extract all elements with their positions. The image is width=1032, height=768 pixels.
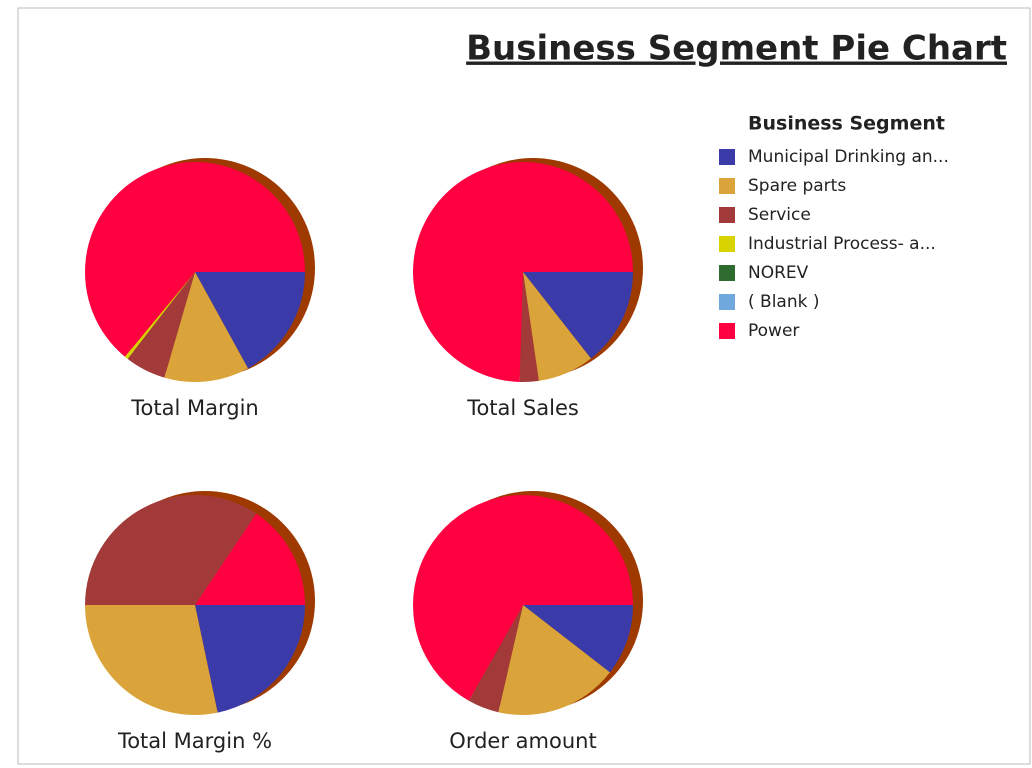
- legend-label: NOREV: [748, 263, 809, 283]
- pie-slice: [85, 495, 257, 605]
- pie-title: Order amount: [449, 729, 596, 753]
- legend-swatch: [719, 178, 735, 194]
- pie-slice: [523, 272, 633, 359]
- pie-slice: [519, 272, 539, 382]
- pie-title: Total Sales: [466, 396, 579, 420]
- legend-swatch: [719, 294, 735, 310]
- legend-swatch: [719, 265, 735, 281]
- pie-slice: [127, 272, 195, 378]
- legend-label: ( Blank ): [748, 292, 820, 312]
- page-title: Business Segment Pie Chart: [466, 29, 1007, 69]
- pie-slice: [164, 272, 248, 383]
- pie-slice: [523, 605, 633, 673]
- legend-label: Spare parts: [748, 176, 846, 196]
- pie-slice: [468, 605, 523, 713]
- legend-swatch: [719, 323, 735, 339]
- pie-slice: [124, 272, 195, 359]
- pie-title: Total Margin %: [117, 729, 272, 753]
- pie-slice: [195, 272, 305, 369]
- pie-slice: [195, 605, 305, 713]
- legend-swatch: [719, 149, 735, 165]
- legend-label: Service: [748, 205, 811, 225]
- pie-slice: [523, 272, 591, 381]
- pie-title: Total Margin: [130, 396, 258, 420]
- pie-slice: [195, 513, 305, 605]
- pie-slice: [84, 162, 305, 357]
- pie-slice: [413, 161, 633, 382]
- legend-label: Power: [748, 321, 799, 341]
- legend-swatch: [719, 207, 735, 223]
- pie-slice: [498, 605, 610, 715]
- legend-swatch: [719, 236, 735, 252]
- pie-slice: [85, 605, 218, 715]
- legend-label: Municipal Drinking an...: [748, 147, 949, 167]
- legend-label: Industrial Process- a...: [748, 234, 936, 254]
- pie-slice: [412, 495, 633, 701]
- legend-title: Business Segment: [748, 113, 945, 135]
